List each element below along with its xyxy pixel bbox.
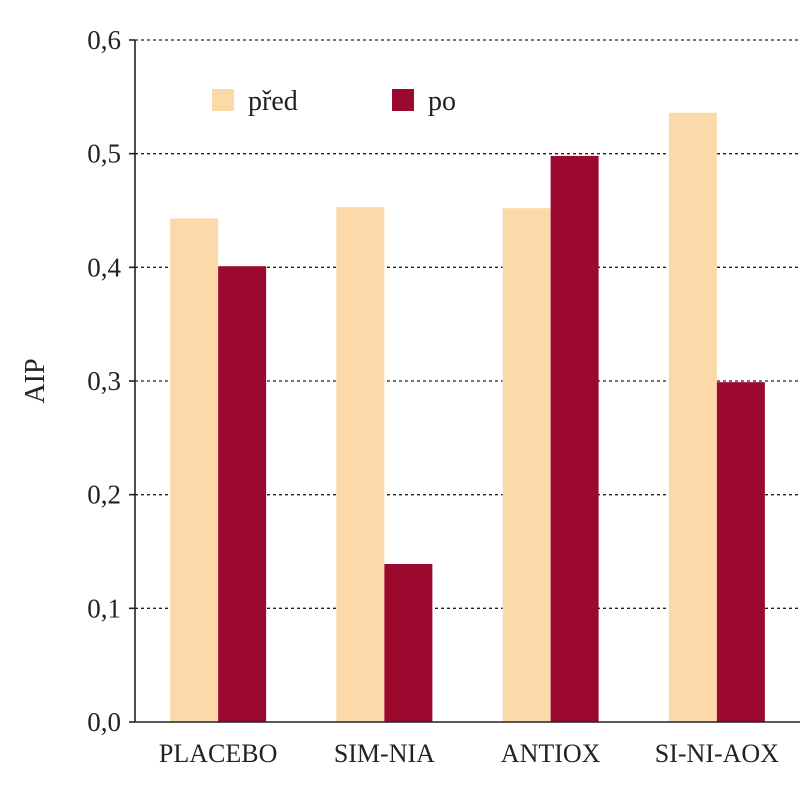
x-tick-label: SIM-NIA	[334, 739, 435, 768]
bars-layer	[170, 112, 765, 723]
bar-sim-nia-pred	[336, 207, 385, 723]
legend-swatch-po	[392, 89, 414, 111]
y-axis-title: AIP	[20, 358, 51, 403]
x-tick-label: SI-NI-AOX	[655, 739, 779, 768]
bar-placebo-pred	[170, 218, 219, 722]
x-tick-label: PLACEBO	[159, 739, 277, 768]
y-tick-label: 0,6	[87, 25, 121, 55]
legend-swatch-pred	[212, 89, 234, 111]
bar-si-ni-aox-pred	[668, 112, 717, 723]
y-tick-label: 0,2	[87, 480, 121, 510]
legend: před po	[212, 86, 456, 117]
x-tick-labels: PLACEBO SIM-NIA ANTIOX SI-NI-AOX	[159, 739, 779, 768]
x-tick-label: ANTIOX	[501, 739, 601, 768]
bar-sim-nia-po	[384, 564, 433, 722]
bar-antiox-pred	[502, 208, 551, 722]
bar-placebo-po	[218, 266, 267, 722]
y-tick-label: 0,4	[87, 252, 121, 282]
legend-label-pred: před	[248, 86, 298, 117]
y-tick-label: 0,1	[87, 593, 121, 623]
legend-label-po: po	[428, 86, 456, 117]
y-tick-label: 0,5	[87, 139, 121, 169]
y-tick-label: 0,0	[87, 707, 121, 737]
bar-si-ni-aox-po	[716, 382, 765, 722]
bar-antiox-po	[550, 155, 599, 722]
y-tick-label: 0,3	[87, 366, 121, 396]
y-tick-labels: 0,0 0,1 0,2 0,3 0,4 0,5 0,6	[87, 25, 135, 737]
